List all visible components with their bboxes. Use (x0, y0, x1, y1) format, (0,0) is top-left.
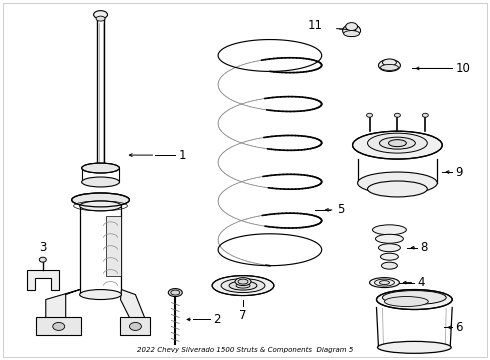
Text: 4: 4 (417, 276, 425, 289)
Ellipse shape (94, 11, 107, 19)
Ellipse shape (422, 113, 428, 117)
Ellipse shape (368, 133, 427, 153)
Ellipse shape (221, 279, 265, 293)
Ellipse shape (376, 289, 452, 310)
Polygon shape (27, 270, 59, 289)
Ellipse shape (80, 201, 122, 211)
Ellipse shape (379, 137, 416, 149)
Text: 8: 8 (420, 241, 428, 254)
Ellipse shape (72, 193, 129, 207)
Ellipse shape (378, 244, 400, 252)
Ellipse shape (96, 16, 105, 21)
Ellipse shape (80, 289, 122, 300)
Ellipse shape (380, 64, 398, 71)
Ellipse shape (343, 31, 360, 37)
Ellipse shape (353, 131, 442, 159)
Text: 2022 Chevy Silverado 1500 Struts & Components  Diagram 5: 2022 Chevy Silverado 1500 Struts & Compo… (137, 347, 353, 353)
Ellipse shape (369, 278, 399, 288)
Text: 1: 1 (178, 149, 186, 162)
Polygon shape (121, 318, 150, 336)
Ellipse shape (82, 177, 120, 187)
Ellipse shape (168, 289, 182, 297)
Text: 9: 9 (455, 166, 463, 179)
Ellipse shape (367, 113, 372, 117)
Text: 3: 3 (39, 241, 47, 254)
Ellipse shape (382, 262, 397, 269)
Ellipse shape (379, 280, 390, 285)
Ellipse shape (394, 113, 400, 117)
Ellipse shape (53, 323, 65, 330)
Text: 7: 7 (239, 310, 247, 323)
Bar (105, 216, 122, 276)
Text: 10: 10 (455, 62, 470, 75)
Text: 6: 6 (455, 321, 463, 334)
Ellipse shape (171, 290, 180, 295)
Ellipse shape (82, 163, 120, 173)
Ellipse shape (374, 279, 394, 286)
Ellipse shape (385, 297, 428, 306)
Text: 11: 11 (308, 19, 323, 32)
Ellipse shape (380, 253, 398, 260)
Ellipse shape (343, 24, 361, 37)
Ellipse shape (345, 23, 358, 31)
Ellipse shape (368, 181, 427, 197)
Polygon shape (121, 289, 146, 319)
Ellipse shape (383, 59, 396, 66)
Ellipse shape (212, 276, 274, 296)
Ellipse shape (235, 278, 251, 285)
Polygon shape (36, 318, 81, 336)
Ellipse shape (378, 59, 400, 71)
Ellipse shape (383, 291, 446, 305)
Text: 5: 5 (337, 203, 344, 216)
Polygon shape (46, 289, 80, 319)
Ellipse shape (372, 225, 406, 235)
Ellipse shape (229, 281, 257, 290)
Ellipse shape (358, 172, 437, 194)
Ellipse shape (238, 279, 248, 284)
Ellipse shape (389, 140, 406, 147)
Ellipse shape (236, 283, 250, 288)
Ellipse shape (39, 257, 46, 262)
Ellipse shape (129, 323, 142, 330)
Text: 2: 2 (213, 313, 220, 326)
Ellipse shape (377, 341, 451, 353)
Ellipse shape (375, 234, 403, 243)
